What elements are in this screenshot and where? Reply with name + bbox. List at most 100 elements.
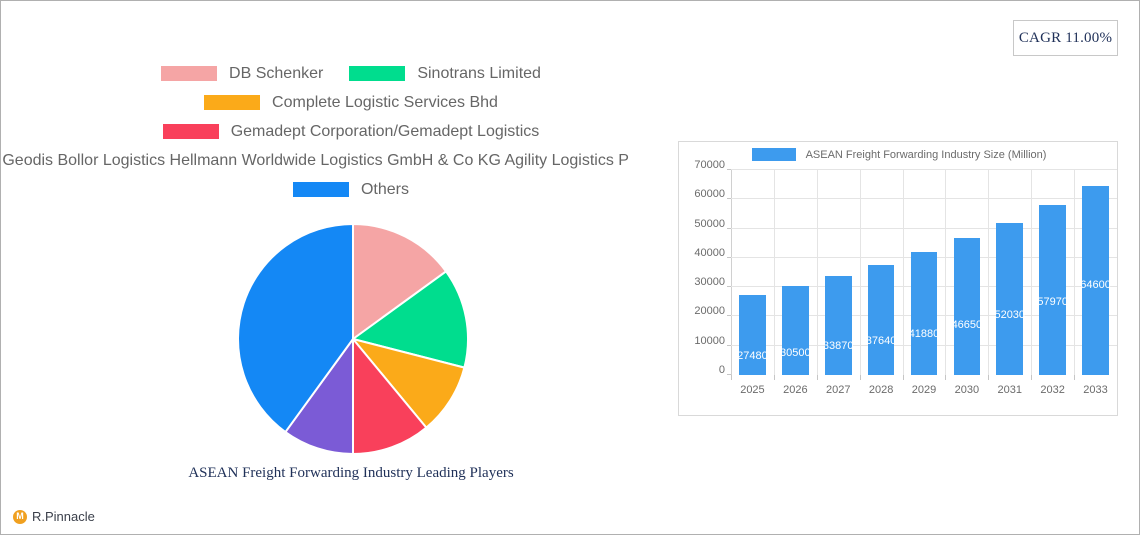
y-axis-tick-mark: [727, 286, 731, 288]
cagr-badge: CAGR 11.00%: [1013, 20, 1118, 56]
bar-value-label: 33870: [822, 339, 854, 352]
pie-legend-row: Others: [1, 175, 701, 204]
pie-slice[interactable]: [237, 223, 354, 434]
pie-legend-item[interactable]: Sinotrans Limited: [349, 65, 541, 83]
pie-legend-item[interactable]: Others: [292, 180, 409, 199]
pie-legend-swatch: [161, 66, 218, 81]
y-axis-tick-mark: [727, 374, 731, 375]
pie-legend-swatch: [292, 182, 349, 197]
bar-value-label: 27480: [737, 349, 768, 362]
bar-value-label: 30500: [780, 346, 811, 359]
x-axis-tick-label: 2026: [783, 384, 808, 396]
x-axis-tick-label: 2030: [954, 384, 980, 396]
x-axis-tick-mark: [988, 375, 990, 380]
y-axis-tick-label: 40000: [694, 246, 725, 259]
y-axis-tick-label: 0: [718, 364, 725, 376]
y-axis-line: [731, 170, 732, 375]
bar-value-label: 46650: [951, 319, 983, 332]
pie-slice[interactable]: [350, 270, 469, 369]
y-axis-tick-mark: [727, 344, 731, 346]
y-axis-tick-label: 20000: [694, 305, 725, 318]
pie-legend-item[interactable]: Gemadept Corporation/Gemadept Logistics: [162, 122, 540, 141]
bar[interactable]: 27480: [737, 294, 768, 375]
bar[interactable]: 37640: [865, 264, 897, 375]
pie-legend-label: Others: [360, 180, 409, 198]
bar[interactable]: 30500: [780, 285, 811, 375]
x-axis-tick-label: 2025: [740, 384, 765, 396]
x-axis-tick-mark: [1031, 375, 1033, 380]
bar-value-label: 41880: [908, 327, 940, 340]
y-axis-tick-mark: [727, 315, 731, 317]
bar[interactable]: 52030: [994, 222, 1025, 375]
pie-slice[interactable]: [352, 336, 428, 455]
bar-value-label: 57970: [1037, 295, 1068, 308]
bar-value-label: 37640: [865, 334, 897, 347]
watermark-label: R.Pinnacle: [32, 509, 95, 524]
y-axis-tick-mark: [727, 169, 731, 170]
bar[interactable]: 64600: [1080, 185, 1111, 375]
cagr-badge-label: CAGR 11.00%: [1018, 29, 1113, 46]
x-axis-tick-mark: [902, 375, 904, 380]
x-axis-tick-mark: [773, 375, 775, 380]
pie-slice[interactable]: [350, 337, 466, 430]
gridline: [731, 169, 1117, 170]
pie-legend-label: Sinotrans Limited: [417, 64, 541, 82]
vertical-gridline: [1074, 170, 1076, 375]
x-axis-tick-label: 2031: [997, 384, 1023, 396]
bar[interactable]: 57970: [1037, 205, 1068, 375]
bar-value-label: 64600: [1080, 279, 1111, 292]
vertical-gridline: [816, 170, 818, 375]
pie-legend-swatch: [162, 124, 219, 139]
pie-legend-row: Complete Logistic Services Bhd: [1, 88, 701, 117]
pie-slice[interactable]: [352, 223, 448, 341]
pie-chart-svg: [237, 223, 469, 455]
pie-legend-label: Complete Logistic Services Bhd: [272, 93, 498, 111]
bar-legend-label: ASEAN Freight Forwarding Industry Size (…: [805, 148, 1047, 161]
y-axis-tick-mark: [727, 227, 731, 229]
pie-legend-row: DB Schenker Sinotrans Limited: [1, 59, 701, 88]
vertical-gridline: [902, 170, 904, 375]
pie-chart: [237, 223, 469, 455]
pie-legend-row: Gemadept Corporation/Gemadept Logistics: [1, 117, 701, 146]
y-axis-tick-label: 10000: [694, 334, 725, 347]
vertical-gridline: [859, 170, 861, 375]
x-axis-tick-label: 2027: [825, 384, 851, 396]
x-axis-tick-mark: [731, 375, 732, 380]
y-axis-tick-label: 60000: [694, 188, 725, 201]
bar-chart-panel: ASEAN Freight Forwarding Industry Size (…: [678, 141, 1118, 416]
bar[interactable]: 41880: [908, 252, 940, 375]
bar-chart-plot-area: 0 10000 20000 30000 40000 50000 60000 70000 2748…: [694, 159, 1117, 396]
x-axis-tick-mark: [859, 375, 861, 380]
pie-legend-item[interactable]: Complete Logistic Services Bhd: [204, 94, 498, 112]
watermark: M R.Pinnacle: [13, 509, 95, 524]
x-axis-tick-mark: [816, 375, 818, 380]
y-axis-tick-mark: [727, 198, 731, 200]
gridline: [731, 227, 1117, 229]
y-axis-tick-label: 50000: [694, 217, 725, 230]
x-axis-tick-label: 2032: [1040, 384, 1065, 396]
pie-slice[interactable]: [284, 335, 354, 455]
pie-legend-swatch: [349, 66, 406, 81]
y-axis-tick-label: 70000: [694, 159, 725, 171]
x-axis-tick-label: 2033: [1083, 384, 1108, 396]
x-axis-tick-mark: [1074, 375, 1076, 380]
pie-legend: DB Schenker Sinotrans Limited Complete Log…: [1, 59, 701, 204]
vertical-gridline: [945, 170, 947, 375]
pie-legend-label: Gemadept Corporation/Gemadept Logistics: [230, 122, 540, 140]
vertical-gridline: [1031, 170, 1033, 375]
x-axis-tick-mark: [945, 375, 947, 380]
y-axis-tick-label: 30000: [694, 276, 725, 289]
pie-legend-swatch: [204, 95, 261, 110]
y-axis-tick-mark: [727, 256, 731, 258]
x-axis-tick-label: 2028: [868, 384, 894, 396]
pinnacle-logo-icon: M: [13, 509, 27, 524]
pie-legend-label: DB Schenker: [229, 64, 324, 82]
vertical-gridline: [988, 170, 990, 375]
vertical-gridline: [773, 170, 775, 375]
bar-legend-swatch: [751, 148, 796, 161]
pie-legend-item[interactable]: DB Schenker: [161, 65, 323, 83]
bar[interactable]: 46650: [951, 238, 983, 375]
x-axis-tick-label: 2029: [911, 384, 937, 396]
bar[interactable]: 33870: [822, 275, 854, 375]
